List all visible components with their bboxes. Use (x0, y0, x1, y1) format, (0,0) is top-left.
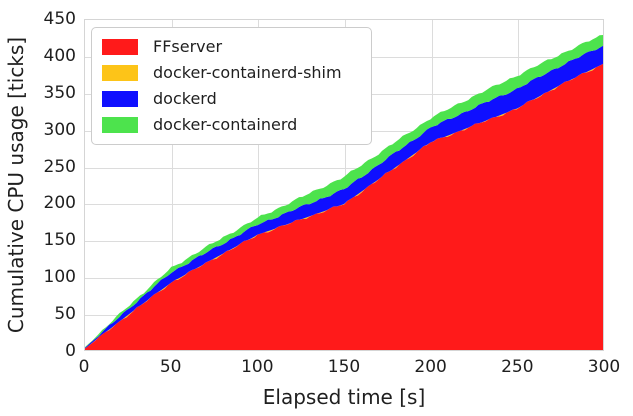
y-tick-100: 100 (43, 267, 76, 288)
legend-label-docker-containerd: docker-containerd (153, 115, 298, 134)
x-tick-100: 100 (241, 357, 274, 377)
y-tick-200: 200 (43, 193, 76, 214)
x-tick-300: 300 (587, 357, 621, 377)
x-axis-label: Elapsed time [s] (262, 385, 426, 409)
x-tick-50: 50 (159, 357, 182, 377)
y-tick-50: 50 (54, 304, 76, 325)
stacked-area-plot (85, 35, 603, 350)
legend-row-docker-containerd: docker-containerd (102, 112, 359, 138)
legend-label-FFserver: FFserver (153, 37, 223, 56)
legend-swatch-docker-containerd (102, 117, 138, 133)
x-tick-200: 200 (414, 357, 447, 377)
y-tick-350: 350 (43, 82, 76, 103)
gridline-x-50 (172, 20, 173, 350)
legend-label-dockerd: dockerd (153, 89, 217, 108)
y-tick-150: 150 (43, 230, 76, 251)
legend-label-docker-containerd-shim: docker-containerd-shim (153, 63, 342, 82)
legend-row-docker-containerd-shim: docker-containerd-shim (102, 60, 359, 86)
x-tick-150: 150 (327, 357, 361, 377)
area-series-dockerd (85, 45, 603, 349)
area-series-docker-containerd (85, 35, 603, 348)
y-tick-400: 400 (43, 45, 76, 66)
y-tick-250: 250 (43, 156, 76, 177)
legend: FFserver docker-containerd-shim dockerd doc… (91, 27, 372, 145)
area-series-FFserver (85, 63, 603, 350)
x-tick-250: 250 (501, 357, 534, 377)
legend-swatch-dockerd (102, 91, 138, 107)
x-tick-0: 0 (78, 357, 90, 377)
legend-row-dockerd: dockerd (102, 86, 359, 112)
legend-swatch-docker-containerd-shim (102, 65, 138, 81)
y-tick-450: 450 (43, 9, 76, 29)
gridline-x-100 (258, 20, 259, 350)
gridline-y-250 (85, 168, 603, 169)
legend-row-FFserver: FFserver (102, 34, 359, 60)
legend-swatch-FFserver (102, 39, 138, 55)
y-tick-0: 0 (65, 341, 76, 361)
y-tick-300: 300 (43, 119, 76, 140)
